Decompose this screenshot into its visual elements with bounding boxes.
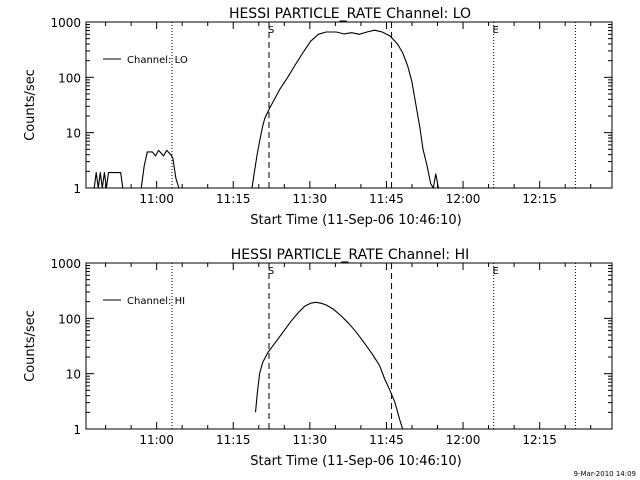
x-tick-label: 11:00 [139,192,174,206]
footer-timestamp: 9-Mar-2010 14:09 [574,470,636,478]
y-axis-label: Counts/sec [23,69,38,141]
event-marker-label: E [493,266,499,277]
data-series-line [254,301,404,430]
event-marker-label: E [493,25,499,36]
chart-title: HESSI PARTICLE_RATE Channel: LO [229,6,471,22]
data-series-line [93,172,124,189]
y-tick-label: 100 [58,312,81,326]
data-series-line [251,29,439,189]
lo-channel-panel: HESSI PARTICLE_RATE Channel: LO 11:00 11:1… [23,6,613,228]
x-tick-label: 11:45 [369,192,404,206]
x-axis-label: Start Time (11-Sep-06 10:46:10) [250,454,461,469]
x-tick-label: 11:30 [293,192,328,206]
x-tick-label: 12:00 [446,433,481,447]
y-tick-label: 10 [66,368,81,382]
x-tick-label: 11:15 [216,433,251,447]
x-tick-label: 12:15 [522,433,557,447]
y-tick-label: 100 [58,71,81,85]
legend-label: Channel: HI [127,296,185,307]
y-tick-label: 1000 [50,257,81,271]
data-series-line [140,149,180,189]
y-tick-label: 10 [66,127,81,141]
x-tick-label: 12:00 [446,192,481,206]
x-tick-label: 11:15 [216,192,251,206]
event-marker-label: S [268,25,274,36]
plot-frame [85,21,613,189]
y-axis-label: Counts/sec [23,310,38,382]
x-tick-label: 11:30 [293,433,328,447]
event-marker-label: S [268,266,274,277]
plot-frame [85,262,613,430]
x-tick-label: 11:00 [139,433,174,447]
x-tick-label: 12:15 [522,192,557,206]
y-tick-label: 1 [73,423,81,437]
x-tick-label: 11:45 [369,433,404,447]
y-tick-label: 1000 [50,16,81,30]
hi-channel-panel: HESSI PARTICLE_RATE Channel: HI 11:00 11:1… [23,247,613,469]
y-tick-label: 1 [73,182,81,196]
legend-label: Channel: LO [127,55,188,66]
x-axis-label: Start Time (11-Sep-06 10:46:10) [250,213,461,228]
chart-title: HESSI PARTICLE_RATE Channel: HI [231,247,469,263]
